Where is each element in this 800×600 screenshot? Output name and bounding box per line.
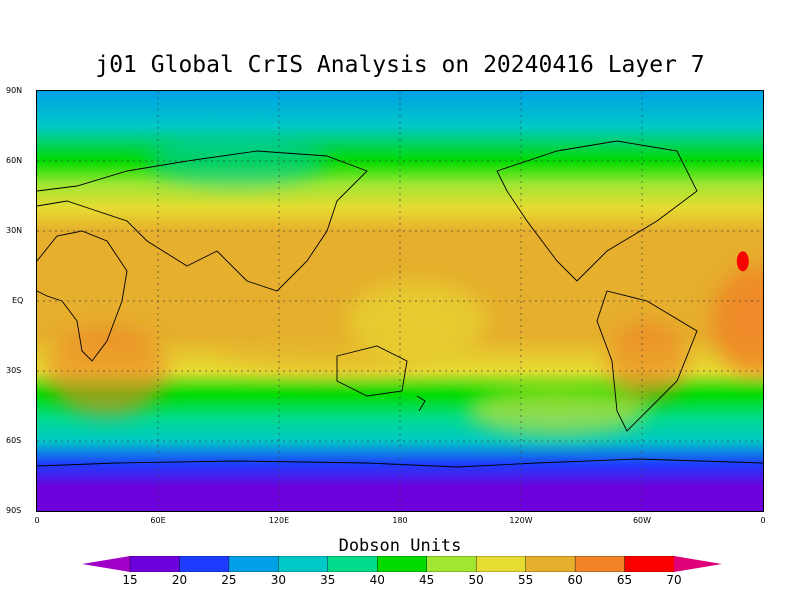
coast-australia <box>336 345 408 397</box>
regional-anomalies <box>47 136 763 436</box>
colorbar-tick-label: 40 <box>369 573 385 587</box>
y-label-90s: 90S <box>6 506 22 515</box>
atlantic-high <box>712 266 763 376</box>
x-label-120w: 120W <box>509 516 533 525</box>
colorbar <box>82 556 722 572</box>
colorbar-title: Dobson Units <box>338 536 462 556</box>
y-label-60s: 60S <box>6 436 22 445</box>
map-title: j01 Global CrIS Analysis on 20240416 Lay… <box>95 52 705 78</box>
ozone-map <box>36 90 764 512</box>
colorbar-tick-label: 25 <box>221 573 237 587</box>
coast-new-zealand <box>416 395 426 412</box>
x-label-0-end: 0 <box>760 516 766 525</box>
y-label-90n: 90N <box>6 86 23 95</box>
colorbar-segment <box>574 556 626 572</box>
x-label-0: 0 <box>34 516 40 525</box>
y-label-60n: 60N <box>6 156 23 165</box>
x-label-120e: 120E <box>268 516 290 525</box>
graticule <box>37 91 763 511</box>
colorbar-tick-label: 45 <box>419 573 435 587</box>
colorbar-segment <box>624 556 675 572</box>
colorbar-tick-label: 60 <box>567 573 583 587</box>
colorbar-high-arrow <box>674 556 722 572</box>
colorbar-segment <box>525 556 576 572</box>
colorbar-tick-label: 20 <box>171 573 188 587</box>
colorbar-segment <box>377 556 428 572</box>
colorbar-tick-label: 50 <box>468 573 484 587</box>
ozone-maximum <box>736 251 749 272</box>
africa-high <box>47 326 167 416</box>
colorbar-tick-label: 15 <box>122 573 138 587</box>
x-label-180: 180 <box>392 516 408 525</box>
colorbar-segment <box>129 556 181 572</box>
colorbar-tick-label: 55 <box>517 573 534 587</box>
colorbar-segment <box>327 556 378 572</box>
south-pacific-band <box>467 386 647 436</box>
y-label-eq: EQ <box>12 296 24 305</box>
x-label-60w: 60W <box>632 516 652 525</box>
coast-antarctica <box>37 458 763 468</box>
colorbar-segment <box>278 556 329 572</box>
colorbar-tick-label: 35 <box>320 573 336 587</box>
coastlines <box>37 140 763 468</box>
coast-south-america <box>596 290 698 432</box>
colorbar-tick-label: 65 <box>616 573 633 587</box>
y-label-30s: 30S <box>6 366 22 375</box>
x-label-60e: 60E <box>150 516 166 525</box>
y-label-30n: 30N <box>6 226 23 235</box>
colorbar-segment <box>179 556 230 572</box>
colorbar-segment <box>228 556 280 572</box>
colorbar-tick-label: 30 <box>270 573 287 587</box>
south-america-high <box>607 321 687 401</box>
colorbar-tick-label: 70 <box>666 573 682 587</box>
colorbar-low-arrow <box>82 556 130 572</box>
colorbar-segment <box>426 556 477 572</box>
ozone-field-svg <box>37 91 763 511</box>
pacific-warm-pool <box>347 281 487 361</box>
coast-north-america <box>496 140 698 282</box>
colorbar-segment <box>475 556 527 572</box>
